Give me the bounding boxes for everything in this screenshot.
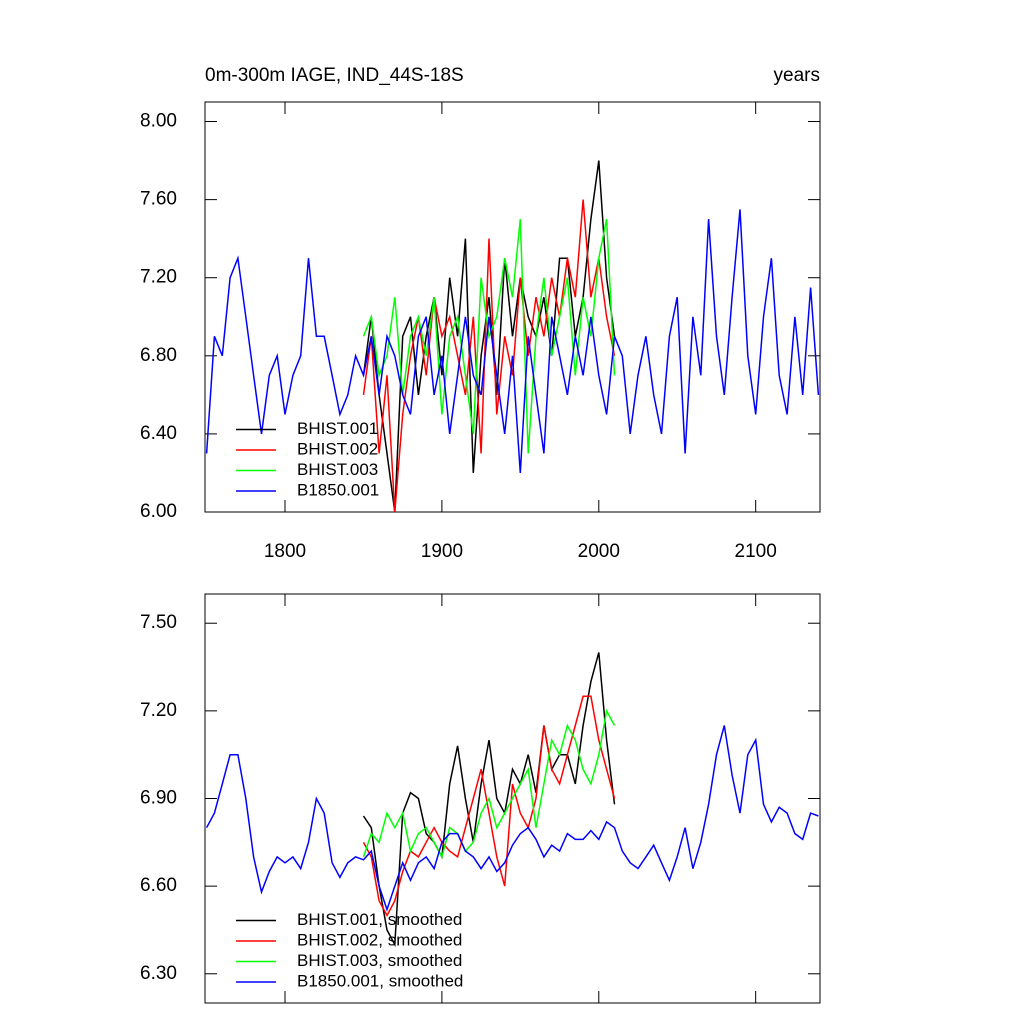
series-line [362, 218, 616, 454]
series-line [362, 199, 616, 512]
x-tick-label: 1800 [264, 541, 306, 562]
series-line [205, 209, 820, 474]
x-tick-label: 2100 [735, 541, 777, 562]
plot-frame [204, 101, 821, 513]
legend-label: BHIST.001 [297, 419, 378, 438]
series-line [362, 708, 616, 859]
y-tick-label: 6.90 [140, 788, 177, 809]
unit-label: years [774, 65, 820, 86]
y-tick-label: 7.50 [140, 612, 177, 633]
plot-area [205, 652, 819, 948]
series-line [362, 652, 616, 948]
plot-area [205, 160, 820, 512]
y-tick-label: 6.80 [140, 345, 177, 366]
x-tick-label: 2000 [578, 541, 620, 562]
y-tick-label: 7.60 [140, 189, 177, 210]
y-tick-label: 8.00 [140, 111, 177, 132]
x-tick-label: 1900 [421, 541, 463, 562]
y-tick-label: 7.20 [140, 700, 177, 721]
legend-label: BHIST.002 [297, 439, 378, 458]
chart-title: 0m-300m IAGE, IND_44S-18S [205, 65, 464, 86]
y-tick-label: 6.40 [140, 423, 177, 444]
y-tick-label: 6.30 [140, 963, 177, 984]
series-line [362, 695, 616, 917]
y-tick-label: 7.20 [140, 267, 177, 288]
legend-label: BHIST.002, smoothed [297, 930, 462, 949]
legend-label: B1850.001 [297, 480, 379, 499]
series-line [362, 160, 616, 512]
legend-label: BHIST.001, smoothed [297, 910, 462, 929]
y-tick-label: 6.00 [140, 501, 177, 522]
series-line [205, 725, 819, 912]
legend-label: BHIST.003 [297, 460, 378, 479]
y-tick-label: 6.60 [140, 875, 177, 896]
legend-label: BHIST.003, smoothed [297, 951, 462, 970]
legend-label: B1850.001, smoothed [297, 971, 463, 990]
